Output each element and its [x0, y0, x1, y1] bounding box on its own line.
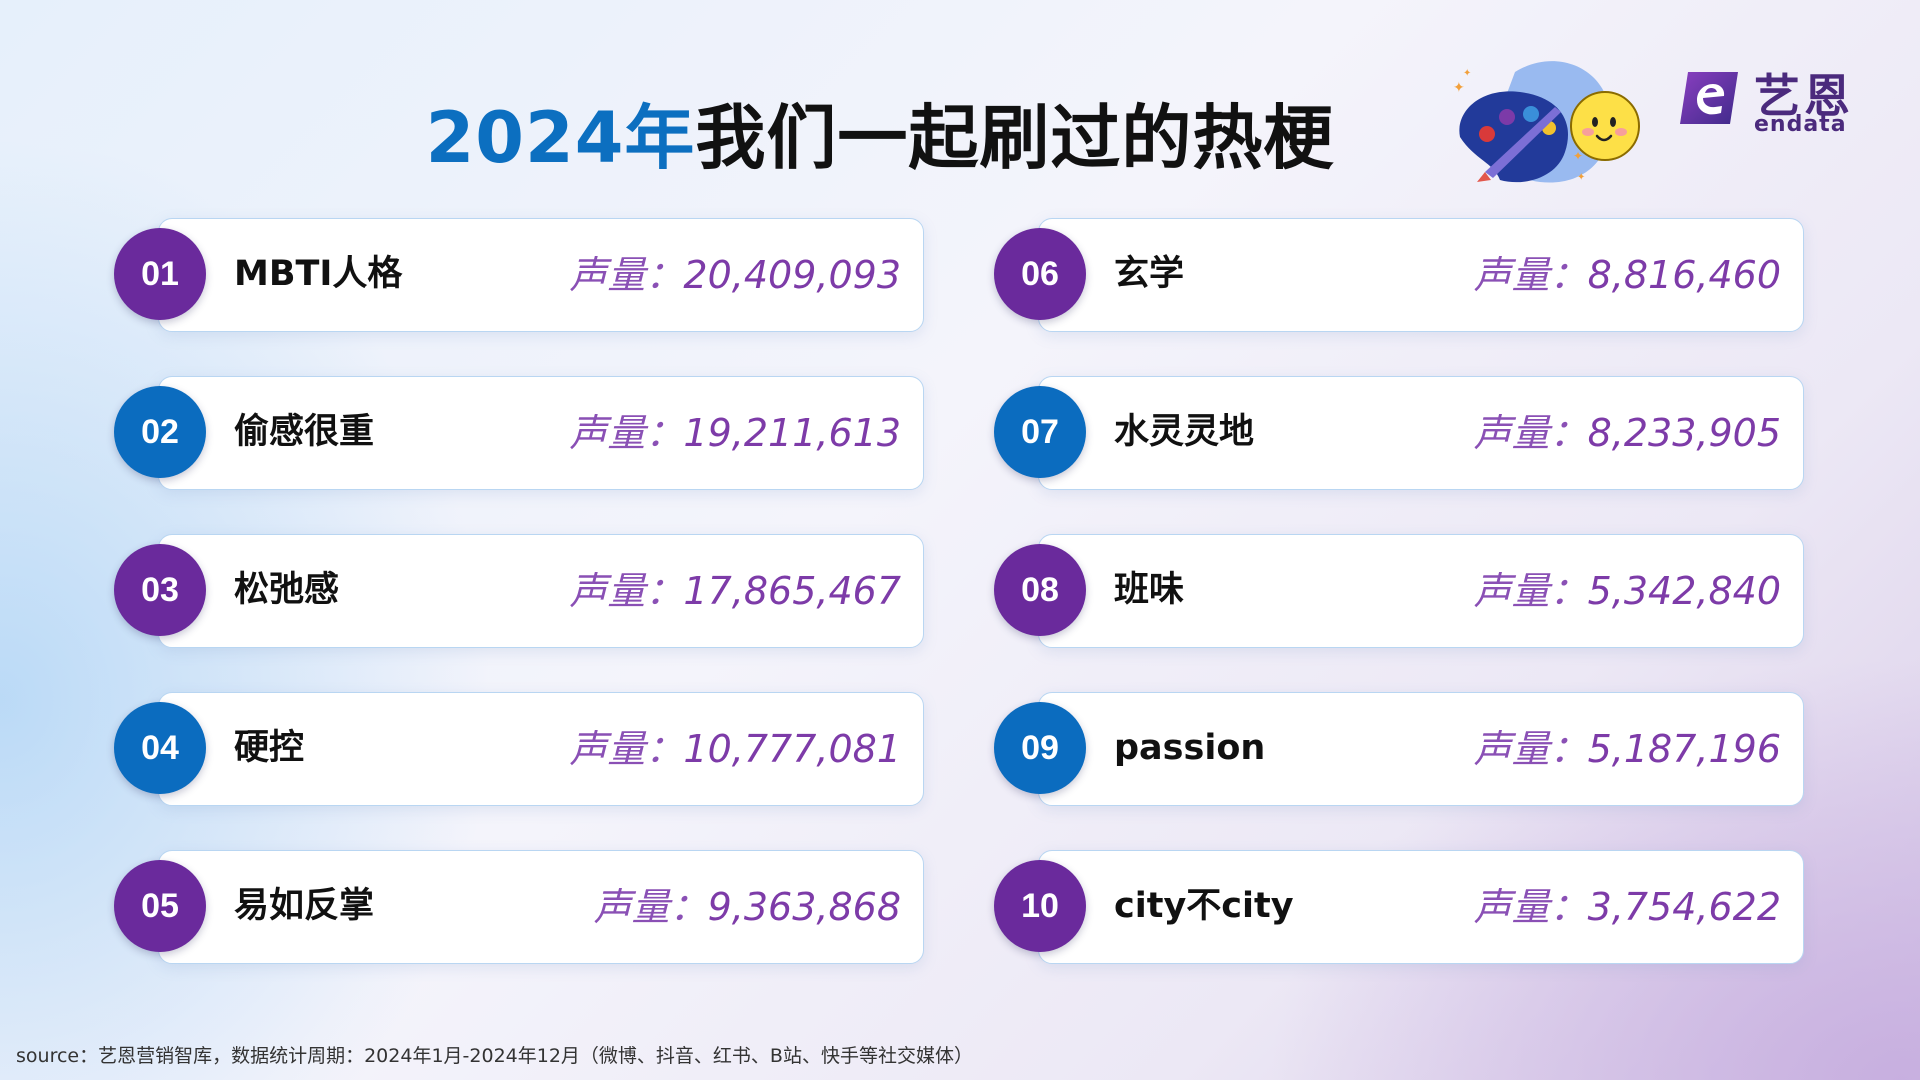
- volume-label: 声量：: [569, 727, 684, 771]
- meme-term: 水灵灵地: [1114, 412, 1255, 452]
- ranking-card: 声量：20,409,093: [158, 218, 924, 332]
- brand-name-en: endata: [1754, 112, 1847, 137]
- ranking-card: 声量：10,777,081: [158, 692, 924, 806]
- ranking-card: 声量：5,187,196: [1038, 692, 1804, 806]
- volume-value: 声量：19,211,613: [569, 377, 901, 489]
- meme-term: 易如反掌: [234, 886, 375, 926]
- volume-label: 声量：: [1473, 411, 1588, 455]
- title-year: 2024年: [425, 97, 696, 179]
- volume-number: 10,777,081: [683, 727, 901, 771]
- volume-number: 20,409,093: [683, 253, 901, 297]
- rank-badge: 03: [114, 544, 206, 636]
- rank-badge: 01: [114, 228, 206, 320]
- volume-number: 3,754,622: [1587, 885, 1781, 929]
- volume-value: 声量：20,409,093: [569, 219, 901, 331]
- rank-badge: 05: [114, 860, 206, 952]
- meme-term: city不city: [1114, 886, 1294, 926]
- palette-illustration: ✦ ✦ ✦ ✦: [1445, 52, 1645, 192]
- volume-value: 声量：8,816,460: [1474, 219, 1781, 331]
- meme-term: passion: [1114, 728, 1266, 768]
- ranking-card: 声量：9,363,868: [158, 850, 924, 964]
- rank-badge: 04: [114, 702, 206, 794]
- volume-label: 声量：: [1473, 727, 1588, 771]
- rank-badge: 09: [994, 702, 1086, 794]
- volume-value: 声量：17,865,467: [569, 535, 901, 647]
- volume-value: 声量：8,233,905: [1474, 377, 1781, 489]
- volume-label: 声量：: [1473, 253, 1588, 297]
- ranking-card: 声量：19,211,613: [158, 376, 924, 490]
- svg-text:✦: ✦: [1573, 149, 1583, 163]
- brand-logo: 艺恩 endata: [1672, 60, 1872, 140]
- volume-number: 19,211,613: [683, 411, 901, 455]
- rank-badge: 07: [994, 386, 1086, 478]
- meme-term: 偷感很重: [234, 412, 375, 452]
- meme-term: MBTI人格: [234, 254, 403, 294]
- volume-label: 声量：: [1473, 569, 1588, 613]
- meme-term: 班味: [1114, 570, 1185, 610]
- meme-term: 玄学: [1114, 254, 1185, 294]
- ranking-card: 声量：8,233,905: [1038, 376, 1804, 490]
- volume-label: 声量：: [593, 885, 708, 929]
- volume-number: 5,187,196: [1587, 727, 1781, 771]
- ranking-card: 声量：8,816,460: [1038, 218, 1804, 332]
- svg-text:✦: ✦: [1463, 68, 1471, 79]
- rank-badge: 10: [994, 860, 1086, 952]
- volume-number: 5,342,840: [1587, 569, 1781, 613]
- volume-value: 声量：5,187,196: [1474, 693, 1781, 805]
- volume-label: 声量：: [569, 411, 684, 455]
- volume-value: 声量：10,777,081: [569, 693, 901, 805]
- ranking-card: 声量：3,754,622: [1038, 850, 1804, 964]
- rank-badge: 06: [994, 228, 1086, 320]
- volume-number: 8,233,905: [1587, 411, 1781, 455]
- volume-label: 声量：: [569, 569, 684, 613]
- volume-label: 声量：: [569, 253, 684, 297]
- page-title: 2024年我们一起刷过的热梗: [0, 82, 1760, 183]
- source-note: source：艺恩营销智库，数据统计周期：2024年1月-2024年12月（微博…: [16, 1045, 973, 1067]
- meme-term: 硬控: [234, 728, 305, 768]
- svg-text:✦: ✦: [1453, 80, 1465, 96]
- brand-name-cn: 艺恩: [1754, 69, 1854, 123]
- volume-value: 声量：9,363,868: [594, 851, 901, 963]
- palette-icon: ✦ ✦ ✦ ✦: [1453, 61, 1640, 183]
- volume-number: 8,816,460: [1587, 253, 1781, 297]
- ranking-card: 声量：17,865,467: [158, 534, 924, 648]
- title-text: 我们一起刷过的热梗: [695, 97, 1335, 179]
- ranking-card: 声量：5,342,840: [1038, 534, 1804, 648]
- endata-logo-icon: [1680, 72, 1738, 124]
- rank-badge: 02: [114, 386, 206, 478]
- volume-number: 9,363,868: [707, 885, 901, 929]
- volume-value: 声量：3,754,622: [1474, 851, 1781, 963]
- volume-number: 17,865,467: [683, 569, 901, 613]
- meme-term: 松弛感: [234, 570, 340, 610]
- volume-value: 声量：5,342,840: [1474, 535, 1781, 647]
- svg-text:✦: ✦: [1577, 172, 1585, 183]
- volume-label: 声量：: [1473, 885, 1588, 929]
- rank-badge: 08: [994, 544, 1086, 636]
